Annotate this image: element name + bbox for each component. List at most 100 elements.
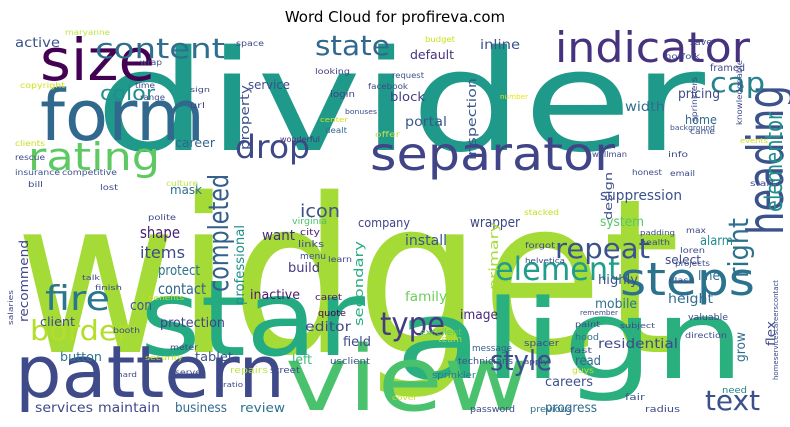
word: indicator <box>555 23 751 72</box>
chart-title: Word Cloud for profireva.com <box>285 8 505 26</box>
word: forgot <box>525 241 555 250</box>
word: primary <box>487 222 501 290</box>
word: maryanne <box>65 28 110 37</box>
word: direction <box>685 331 727 340</box>
word: home <box>685 113 717 127</box>
word: residential <box>598 337 678 352</box>
word: flex <box>764 321 778 346</box>
word: projects <box>675 259 710 268</box>
word: align <box>395 276 745 404</box>
word: active <box>15 36 60 51</box>
word: serve <box>175 368 201 377</box>
word: street <box>270 366 301 376</box>
word: competitive <box>62 168 117 177</box>
word: center <box>320 116 348 124</box>
word: padding <box>640 229 675 237</box>
word: fire <box>45 279 110 319</box>
word: maintain <box>98 401 160 416</box>
word: color <box>100 81 156 105</box>
word: info <box>668 150 688 159</box>
word: polite <box>148 213 176 222</box>
word: tablet <box>195 350 233 364</box>
word: repairs <box>230 366 268 376</box>
word: progress <box>545 401 597 416</box>
word: alarm <box>700 234 733 249</box>
word: read <box>575 354 601 369</box>
word: range <box>140 93 165 102</box>
word: career <box>175 136 215 150</box>
word: text <box>705 384 760 417</box>
word: suppression <box>600 188 682 204</box>
word: pricing <box>678 87 720 102</box>
word: secondary <box>352 241 366 326</box>
word: elementor <box>760 112 788 212</box>
word: facebook <box>368 82 408 91</box>
word: sprinkler <box>432 371 476 381</box>
word: design <box>602 172 615 220</box>
word: border <box>30 314 131 347</box>
word: salaries <box>7 290 15 325</box>
word: rescue <box>15 153 45 162</box>
word: highly <box>598 273 638 288</box>
word: mask <box>170 183 202 197</box>
word: line <box>698 269 720 284</box>
word: offer <box>375 130 401 139</box>
word: url <box>190 101 205 110</box>
word: meter <box>170 343 199 352</box>
word: budget <box>425 35 455 44</box>
word: repeat <box>555 232 650 265</box>
word: events <box>740 137 768 145</box>
word: width <box>625 100 665 115</box>
word: install <box>405 233 447 249</box>
word: divider <box>95 21 706 184</box>
word: heading <box>737 85 790 235</box>
word: left <box>292 353 312 368</box>
word: lost <box>100 183 118 192</box>
word: system <box>600 215 644 230</box>
word: request <box>392 71 424 80</box>
word: links <box>298 240 324 250</box>
word: star <box>140 258 366 380</box>
word: wrapper <box>470 215 520 231</box>
word: security <box>145 354 183 362</box>
word: property <box>238 85 252 150</box>
word: steps <box>620 253 755 306</box>
word: state <box>315 29 390 62</box>
word: contact <box>158 280 206 298</box>
word: items <box>140 243 185 262</box>
word: quote <box>318 309 346 319</box>
word: inline <box>480 38 520 53</box>
word: looking <box>315 67 350 76</box>
word: right <box>722 218 755 278</box>
word: button <box>60 350 102 364</box>
word: radius <box>645 405 680 415</box>
word: need <box>722 386 747 396</box>
word: excellent <box>420 328 462 338</box>
word: style <box>490 344 552 377</box>
word: completed <box>202 174 235 292</box>
word: type <box>380 305 445 343</box>
word: wonderful <box>280 135 320 144</box>
word: max <box>686 226 706 235</box>
word: service <box>248 78 290 92</box>
word: family <box>405 290 447 305</box>
word: ratio <box>223 381 243 389</box>
word: fair <box>625 393 645 403</box>
word: paint <box>575 320 600 329</box>
word: health <box>640 238 670 247</box>
word: technicians <box>458 357 513 367</box>
word: company <box>358 216 410 230</box>
word: talk <box>82 274 101 282</box>
word: norfolk <box>665 52 700 61</box>
word: framed <box>710 63 745 74</box>
word: rating <box>28 135 160 179</box>
word: shape <box>140 223 180 242</box>
word: menu <box>300 252 326 262</box>
word: element <box>495 250 620 288</box>
word: homeservicescareerscontact <box>772 280 780 380</box>
word: inactive <box>250 288 300 303</box>
word: business <box>175 401 227 416</box>
word: widget <box>15 152 680 403</box>
word: apply <box>524 358 548 366</box>
word: message <box>472 344 512 354</box>
